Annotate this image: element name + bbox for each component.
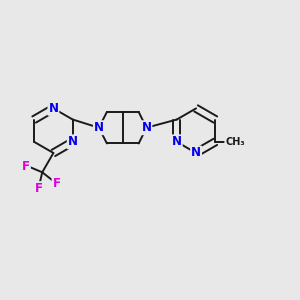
Text: N: N [172, 135, 182, 148]
Text: F: F [35, 182, 43, 195]
Text: CH₃: CH₃ [225, 137, 245, 147]
Text: F: F [52, 177, 61, 190]
Text: N: N [68, 135, 78, 148]
Text: F: F [22, 160, 30, 173]
Text: N: N [191, 146, 201, 160]
Text: N: N [94, 121, 104, 134]
Text: N: N [48, 102, 59, 115]
Text: N: N [141, 121, 152, 134]
